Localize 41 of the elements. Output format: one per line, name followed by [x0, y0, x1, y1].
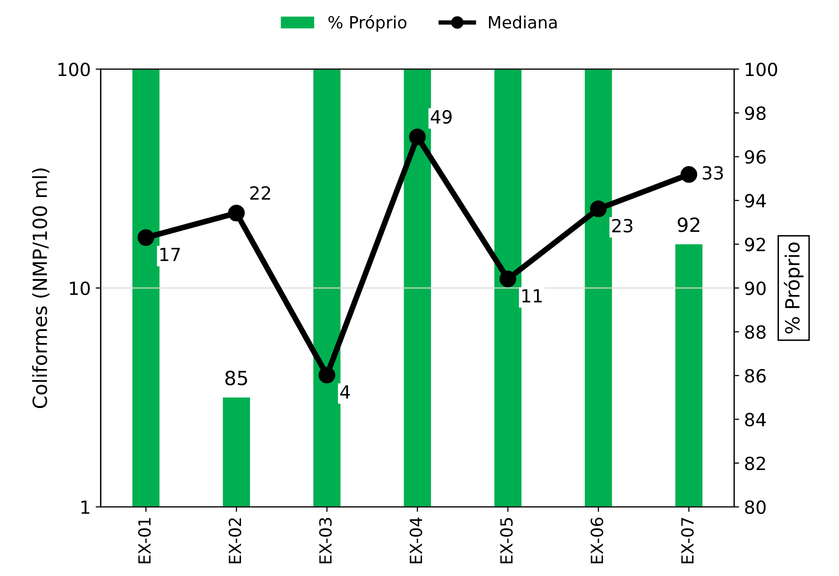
data-label: 11 [522, 289, 542, 302]
legend-label: % Próprio [328, 15, 406, 32]
point [228, 204, 245, 222]
data-label: 23 [612, 218, 632, 233]
data-label: 49 [430, 110, 452, 124]
y2-tick-label: 82 [745, 456, 766, 470]
y2-tick-label: 96 [744, 150, 766, 164]
point [680, 166, 698, 183]
data-label: 17 [160, 248, 180, 261]
y-tick-label: 100 [58, 62, 90, 76]
point [590, 200, 607, 218]
x-tick-label: EX-06 [590, 518, 604, 564]
y2-tick-label: 88 [745, 325, 766, 339]
point [318, 366, 336, 384]
point [409, 128, 426, 146]
y-tick-label: 10 [70, 281, 90, 296]
y2-axis-title: % Próprio [784, 242, 804, 334]
y2-tick-label: 98 [744, 106, 766, 120]
y-tick-label: 1 [81, 500, 90, 514]
y2-tick-label: 80 [745, 500, 766, 514]
y2-tick-label: 86 [745, 369, 766, 383]
y-axis-title: Coliformes (NMP/100 ml) [32, 168, 50, 408]
x-tick-label: EX-04 [410, 518, 422, 564]
x-tick-label: EX-05 [500, 518, 513, 564]
x-tick-label: EX-02 [228, 518, 242, 564]
y2-tick-label: 92 [744, 238, 766, 252]
x-tick-label: EX-07 [681, 518, 694, 564]
data-label: 85 [225, 370, 248, 386]
point [138, 229, 154, 246]
data-label: 4 [340, 385, 350, 399]
y2-tick-label: 84 [745, 412, 766, 426]
x-tick-label: EX-03 [319, 518, 332, 564]
y2-tick-label: 100 [746, 62, 778, 76]
x-tick-label: EX-01 [138, 518, 151, 564]
data-label: 22 [250, 186, 270, 200]
data-label: 92 [678, 217, 700, 232]
y2-tick-label: 94 [744, 194, 766, 208]
legend-label: Mediana [488, 16, 557, 29]
data-label: 33 [702, 166, 723, 180]
y2-tick-label: 90 [744, 281, 766, 296]
point [500, 270, 516, 288]
